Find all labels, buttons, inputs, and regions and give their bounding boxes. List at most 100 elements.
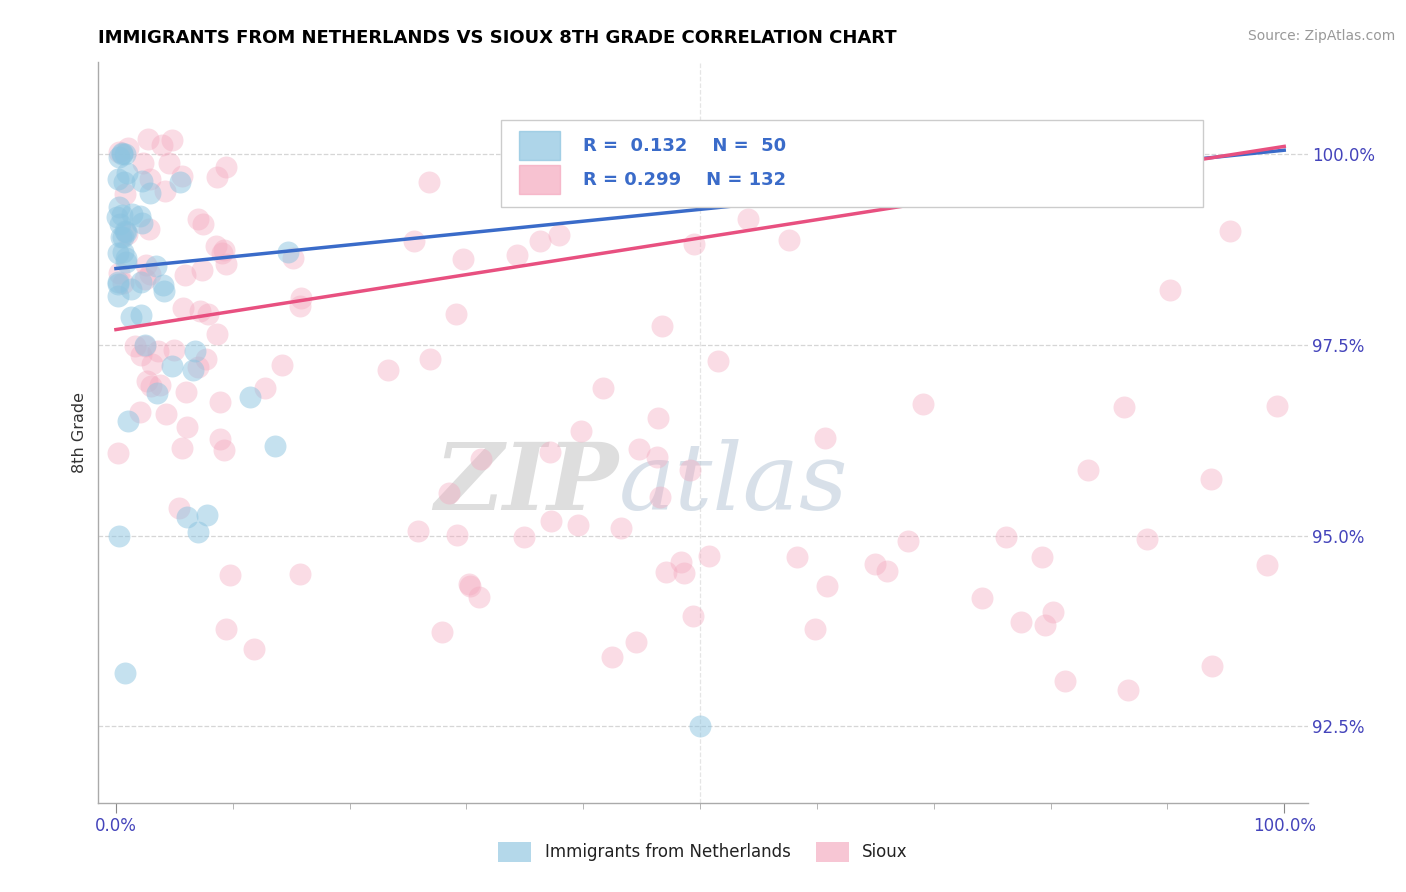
- Point: [135, 259, 157, 273]
- Point: [114, 224, 136, 238]
- Point: [1054, 673, 1077, 688]
- Point: [176, 420, 198, 434]
- Point: [108, 200, 131, 214]
- Point: [451, 252, 474, 266]
- Point: [209, 432, 232, 446]
- Point: [970, 591, 993, 605]
- Point: [205, 238, 228, 252]
- Point: [697, 549, 720, 563]
- Point: [135, 374, 157, 388]
- Point: [419, 352, 441, 367]
- Point: [215, 622, 238, 636]
- Point: [600, 650, 623, 665]
- Point: [1136, 533, 1159, 547]
- Point: [651, 318, 673, 333]
- Point: [117, 141, 139, 155]
- Point: [446, 307, 468, 321]
- Point: [124, 339, 146, 353]
- Point: [458, 576, 481, 591]
- Point: [150, 138, 173, 153]
- Point: [187, 212, 209, 227]
- Point: [111, 209, 134, 223]
- Point: [418, 175, 440, 189]
- Point: [107, 172, 129, 186]
- Point: [108, 217, 131, 231]
- Point: [1042, 605, 1064, 619]
- Point: [468, 590, 491, 604]
- Point: [141, 379, 163, 393]
- Point: [134, 272, 156, 286]
- Point: [205, 326, 228, 341]
- Point: [163, 343, 186, 357]
- Point: [115, 252, 138, 266]
- Point: [187, 360, 209, 375]
- Point: [626, 635, 648, 649]
- Point: [208, 395, 231, 409]
- FancyBboxPatch shape: [501, 120, 1204, 208]
- Point: [1159, 283, 1181, 297]
- Point: [277, 245, 299, 260]
- Point: [654, 565, 676, 579]
- Point: [129, 276, 152, 290]
- Point: [114, 146, 136, 161]
- Point: [659, 170, 682, 185]
- Point: [1031, 550, 1053, 565]
- Point: [112, 229, 135, 244]
- Point: [167, 501, 190, 516]
- Point: [911, 397, 934, 411]
- Point: [111, 276, 134, 290]
- Point: [149, 378, 172, 392]
- Point: [155, 184, 177, 198]
- Point: [139, 172, 162, 186]
- Point: [117, 227, 139, 241]
- Point: [131, 216, 153, 230]
- Point: [172, 301, 194, 315]
- Point: [107, 245, 129, 260]
- Point: [865, 558, 887, 572]
- Point: [139, 186, 162, 201]
- Text: Source: ZipAtlas.com: Source: ZipAtlas.com: [1247, 29, 1395, 43]
- Point: [195, 508, 218, 523]
- Point: [628, 442, 651, 456]
- Point: [107, 288, 129, 302]
- Point: [647, 411, 669, 425]
- Point: [152, 277, 174, 292]
- Point: [105, 210, 128, 224]
- Point: [146, 385, 169, 400]
- Point: [640, 161, 662, 175]
- Point: [205, 170, 228, 185]
- Point: [121, 207, 143, 221]
- Point: [115, 166, 138, 180]
- Point: [254, 381, 277, 395]
- Point: [218, 567, 240, 582]
- Point: [430, 624, 453, 639]
- Point: [176, 510, 198, 524]
- Point: [114, 255, 136, 269]
- Point: [648, 490, 671, 504]
- Point: [513, 530, 536, 544]
- Point: [672, 566, 695, 581]
- Text: atlas: atlas: [619, 440, 848, 530]
- Point: [110, 230, 132, 244]
- Point: [529, 234, 551, 248]
- Point: [548, 227, 571, 242]
- Point: [187, 524, 209, 539]
- Point: [377, 363, 399, 377]
- Legend: Immigrants from Netherlands, Sioux: Immigrants from Netherlands, Sioux: [492, 835, 914, 869]
- Point: [270, 358, 292, 372]
- Point: [1219, 224, 1241, 238]
- Point: [170, 442, 193, 456]
- Point: [288, 566, 311, 581]
- Point: [1010, 615, 1032, 629]
- Point: [191, 217, 214, 231]
- Point: [803, 622, 825, 636]
- Text: R =  0.132    N =  50: R = 0.132 N = 50: [583, 136, 786, 154]
- Point: [107, 149, 129, 163]
- Point: [679, 463, 702, 477]
- Point: [184, 344, 207, 359]
- Bar: [519, 166, 560, 194]
- Point: [610, 521, 633, 535]
- Text: ZIP: ZIP: [434, 440, 619, 530]
- Point: [108, 529, 131, 543]
- Point: [117, 414, 139, 428]
